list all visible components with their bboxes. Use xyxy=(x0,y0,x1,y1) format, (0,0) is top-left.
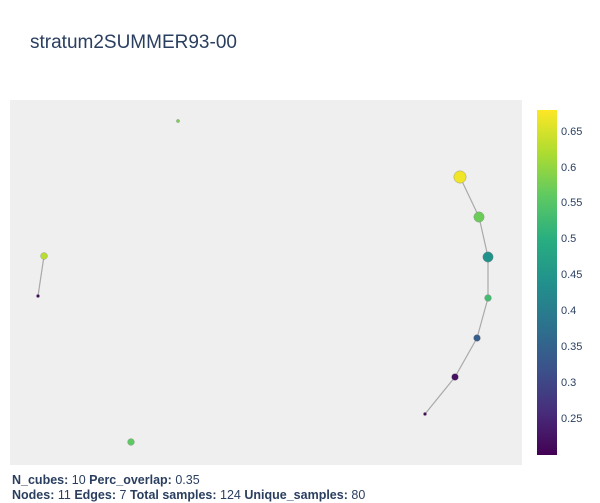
colorbar-tick-label: 0.35 xyxy=(561,341,583,354)
graph-node[interactable] xyxy=(482,251,494,263)
plot-area[interactable] xyxy=(10,100,522,465)
stat-label: Perc_overlap: xyxy=(89,473,172,487)
colorbar-tick-label: 0.25 xyxy=(561,413,583,426)
graph-node[interactable] xyxy=(484,294,492,302)
stat-value: 0.35 xyxy=(175,473,200,487)
graph-node[interactable] xyxy=(473,211,485,223)
stat-label: Unique_samples: xyxy=(244,488,348,502)
graph-node[interactable] xyxy=(423,412,427,416)
graph-edge xyxy=(459,176,480,218)
graph-title: stratum2SUMMER93-00 xyxy=(30,32,237,53)
graph-node[interactable] xyxy=(127,438,135,446)
colorbar-tick-label: 0.3 xyxy=(561,377,577,390)
graph-node[interactable] xyxy=(176,119,180,123)
nodes-layer xyxy=(36,119,494,446)
graph-stats: N_cubes: 10 Perc_overlap: 0.35 Nodes: 11… xyxy=(12,473,365,503)
graph-edge xyxy=(478,216,489,258)
stat-value: 10 xyxy=(71,473,86,487)
stat-value: 124 xyxy=(220,488,241,502)
colorbar-tick-label: 0.55 xyxy=(561,197,583,210)
graph-edge xyxy=(454,337,478,378)
graph-node[interactable] xyxy=(473,334,481,342)
colorbar-tick-label: 0.6 xyxy=(561,161,577,174)
stats-line-1: N_cubes: 10 Perc_overlap: 0.35 xyxy=(12,473,365,488)
stat-label: Nodes: xyxy=(12,488,55,502)
stats-line-2: Nodes: 11 Edges: 7 Total samples: 124 Un… xyxy=(12,488,365,503)
graph-node[interactable] xyxy=(36,294,40,298)
stat-label: N_cubes: xyxy=(12,473,69,487)
graph-edge xyxy=(476,297,489,339)
colorbar-tick-label: 0.4 xyxy=(561,305,577,318)
colorbar-tick-label: 0.65 xyxy=(561,125,583,138)
colorbar-tick-label: 0.45 xyxy=(561,269,583,282)
stat-value: 7 xyxy=(119,488,127,502)
stat-label: Edges: xyxy=(74,488,117,502)
stat-label: Total samples: xyxy=(129,488,217,502)
graph-node[interactable] xyxy=(40,252,48,260)
colorbar-tick-label: 0.5 xyxy=(561,233,577,246)
graph-node[interactable] xyxy=(451,373,459,381)
network-graph[interactable] xyxy=(10,100,522,465)
edges-layer xyxy=(37,176,489,415)
colorbar xyxy=(537,110,557,455)
stat-value: 80 xyxy=(351,488,366,502)
graph-edge xyxy=(37,255,45,297)
graph-edge xyxy=(424,376,456,415)
stat-value: 11 xyxy=(57,488,71,502)
graph-node[interactable] xyxy=(453,170,467,184)
colorbar-gradient xyxy=(537,110,557,455)
